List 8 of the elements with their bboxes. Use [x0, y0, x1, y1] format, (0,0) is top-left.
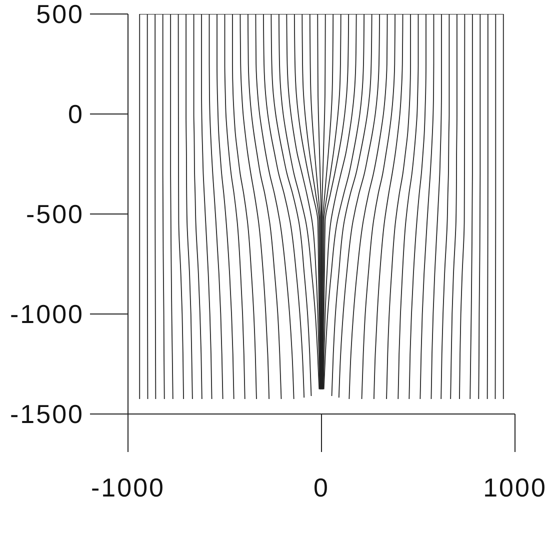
y-tick-label: -1000: [10, 299, 84, 330]
x-tick-label: 1000: [483, 472, 547, 502]
x-tick-label: -1000: [91, 472, 165, 502]
x-tick-label: 0: [314, 472, 330, 502]
y-tick-label: -1500: [10, 399, 84, 430]
y-tick-label: 500: [36, 0, 84, 30]
y-tick-label: -500: [26, 199, 84, 230]
y-tick-label: 0: [68, 99, 84, 130]
